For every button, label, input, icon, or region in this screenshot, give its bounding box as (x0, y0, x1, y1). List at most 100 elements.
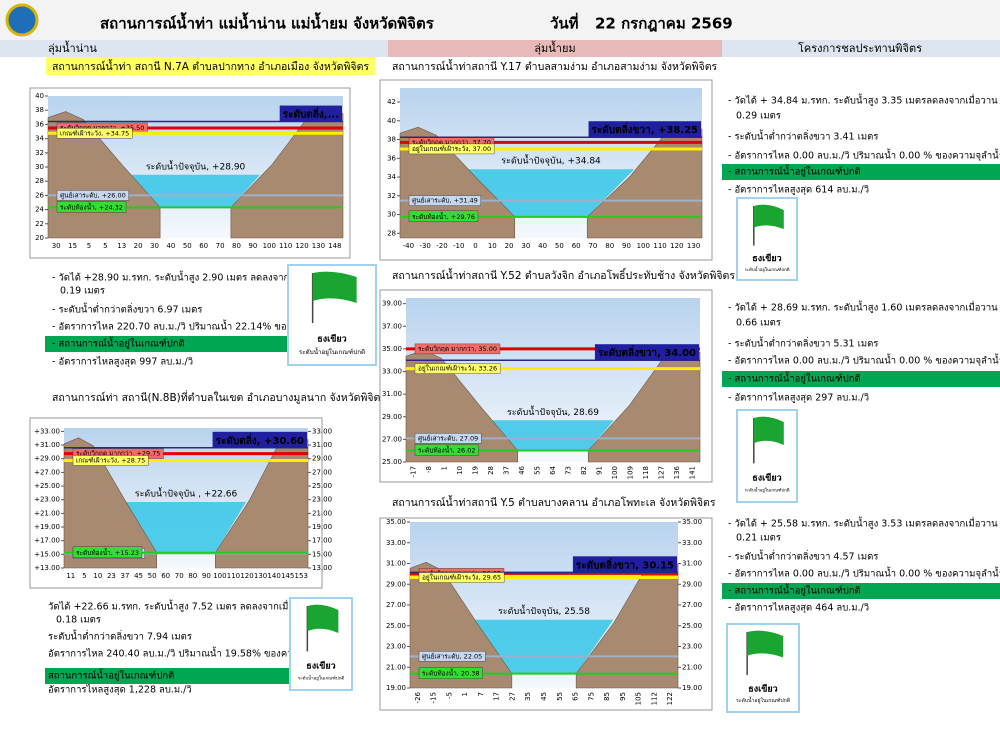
flag-icon (753, 204, 784, 230)
x-tick-label: 28 (487, 466, 495, 475)
river-bank (63, 437, 158, 569)
x-tick-label: 60 (161, 572, 170, 580)
logo (5, 3, 39, 37)
note: - อัตราการไหล 220.70 ลบ.ม./วิ ปริมาณน้ำ … (52, 320, 343, 333)
y-tick-label: 25.00 (312, 482, 332, 490)
level-label: ระดับตลิ่ง,... (283, 107, 339, 121)
y-tick-label: 13.00 (312, 564, 332, 572)
x-tick-label: 30 (150, 242, 159, 250)
y-tick-label: +31.00 (34, 441, 60, 449)
max-flow: - อัตราการไหลสูงสุด 297 ลบ.ม./วิ (728, 392, 869, 404)
y-tick-label: 27.00 (312, 468, 332, 476)
status: สถานการณ์น้ำอยู่ในเกณฑ์ปกติ (48, 669, 174, 682)
note: - วัดได้ + 25.58 ม.รทก. ระดับน้ำสูง 3.53… (728, 517, 998, 530)
x-tick-label: 7 (477, 692, 485, 696)
flag-text: ระดับน้ำอยู่ในเกณฑ์ปกติ (744, 487, 789, 494)
x-tick-label: 17 (493, 692, 501, 701)
x-tick-label: 55 (534, 466, 542, 475)
y-tick-label: 23.00 (386, 643, 406, 651)
x-tick-label: 141 (688, 466, 696, 479)
level-label-bg (418, 651, 486, 662)
date-label: วันที่ (550, 13, 579, 33)
y-tick-label: 38 (35, 106, 44, 114)
y-tick-label: 17.00 (312, 537, 332, 545)
y-tick-label: 39.00 (382, 300, 402, 308)
x-tick-label: 20 (134, 242, 143, 250)
note: - อัตราการไหล 0.00 ลบ.ม./วิ ปริมาณน้ำ 0.… (728, 149, 1000, 162)
note: - ระดับน้ำต่ำกว่าตลิ่งขวา 3.41 เมตร (728, 130, 878, 143)
x-tick-label: 50 (148, 572, 157, 580)
y-tick-label: 29.00 (382, 413, 402, 421)
max-flow: - อัตราการไหลสูงสุด 464 ลบ.ม./วิ (728, 602, 869, 614)
y-tick-label: 34 (35, 135, 44, 143)
y-tick-label: 36 (387, 154, 396, 162)
y-tick-label: 23.00 (312, 496, 332, 504)
y-tick-label: 35.00 (382, 345, 402, 353)
x-tick-label: 110 (227, 572, 240, 580)
y-tick-label: 19.00 (386, 684, 406, 692)
x-tick-label: 110 (653, 242, 666, 250)
flag-title: ธงเขียว (752, 473, 781, 484)
level-label-bg (418, 667, 483, 679)
y-tick-label: +25.00 (34, 482, 60, 490)
x-tick-label: 120 (670, 242, 683, 250)
x-tick-label: -15 (430, 692, 438, 703)
x-tick-label: 40 (538, 242, 547, 250)
note: - ระดับน้ำต่ำกว่าตลิ่งขวา 5.31 เมตร (728, 337, 878, 350)
level-label: ศูนย์เสาระดับ, +26.00 (60, 191, 126, 199)
station-title: สถานการณ์ท่า สถานี(N.8B)ที่ตำบลในเขต อำเ… (52, 390, 386, 404)
level-label-bg (56, 128, 133, 139)
current-level-label: ระดับน้ำปัจจุบัน, +28.90 (146, 159, 246, 172)
level-label: ระดับตลิ่งขวา, 30.15 (576, 557, 674, 571)
x-tick-label: 46 (518, 465, 526, 474)
y-tick-label: 21.00 (682, 663, 702, 671)
y-tick-label: 31.00 (312, 441, 332, 449)
y-tick-label: +27.00 (34, 468, 60, 476)
x-tick-label: 45 (540, 692, 548, 701)
status: - สถานการณ์น้ำอยู่ในเกณฑ์ปกติ (728, 372, 861, 385)
status-bar (45, 336, 365, 352)
y-tick-label: 36 (35, 120, 44, 128)
x-tick-label: 45 (134, 572, 143, 580)
level-label: อยู่ในเกณฑ์เฝ้าระวัง, 29.65 (422, 574, 501, 582)
note: - ระดับน้ำต่ำกว่าตลิ่งขวา 6.97 เมตร (52, 303, 202, 316)
y-tick-label: +13.00 (34, 564, 60, 572)
note: - ระดับน้ำต่ำกว่าตลิ่งขวา 4.57 เมตร (728, 550, 878, 563)
y-tick-label: 40 (35, 92, 44, 100)
x-tick-label: 122 (666, 692, 674, 705)
section-bar (722, 40, 1000, 57)
flag-text: ระดับน้ำอยู่ในเกณฑ์ปกติ (736, 696, 790, 704)
x-tick-label: 5 (103, 242, 107, 250)
y-tick-label: +19.00 (34, 523, 60, 531)
y-tick-label: 33.00 (386, 539, 406, 547)
x-tick-label: 37 (503, 466, 511, 475)
note: 0.18 เมตร (56, 615, 101, 626)
y-tick-label: 20 (35, 234, 44, 242)
x-tick-label: 91 (595, 466, 603, 475)
y-tick-label: +23.00 (34, 496, 60, 504)
level-label: ระดับตลิ่ง, +30.60 (216, 433, 304, 447)
y-tick-label: +17.00 (34, 537, 60, 545)
x-tick-label: -8 (425, 466, 433, 473)
flag-text: ระดับน้ำอยู่ในเกณฑ์ปกติ (299, 347, 365, 356)
y-tick-label: 31.00 (386, 560, 406, 568)
y-tick-label: 21.00 (386, 663, 406, 671)
y-tick-label: 21.00 (312, 509, 332, 517)
y-tick-label: 26 (35, 191, 44, 199)
x-tick-label: 0 (473, 242, 477, 250)
x-tick-label: 153 (295, 572, 308, 580)
x-tick-label: -26 (414, 691, 422, 703)
y-tick-label: 28 (35, 177, 44, 185)
water (467, 169, 635, 217)
x-tick-label: 64 (549, 465, 557, 474)
level-label-bg (414, 444, 479, 456)
note: - อัตราการไหล 0.00 ลบ.ม./วิ ปริมาณน้ำ 0.… (728, 354, 1000, 367)
header-title: สถานการณ์น้ำท่า แม่น้ำน่าน แม่น้ำยม จังห… (100, 12, 435, 33)
note: - วัดได้ + 34.84 ม.รทก. ระดับน้ำสูง 3.35… (728, 94, 998, 107)
level-label: ระดับท้องน้ำ, +15.23 (76, 548, 139, 557)
y-tick-label: +33.00 (34, 427, 60, 435)
x-tick-label: 82 (580, 466, 588, 475)
x-tick-label: 100 (637, 242, 650, 250)
x-tick-label: -5 (445, 692, 453, 699)
note: - อัตราการไหล 0.00 ลบ.ม./วิ ปริมาณน้ำ 0.… (728, 567, 1000, 580)
